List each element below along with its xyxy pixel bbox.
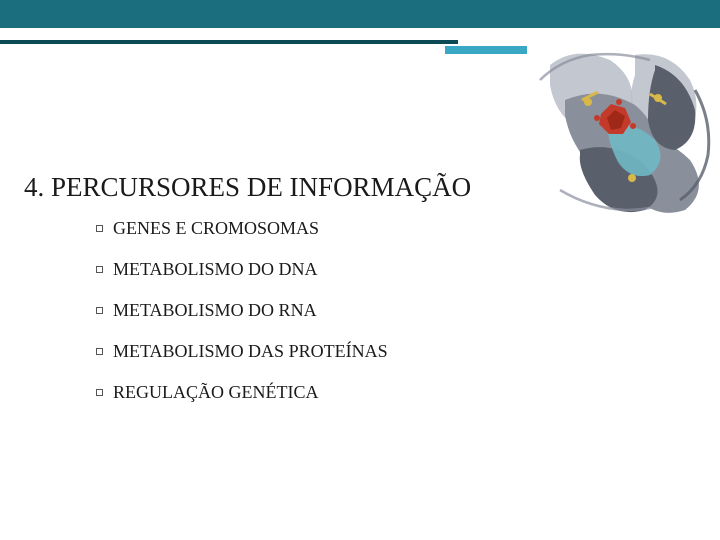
bullet-icon <box>96 266 103 273</box>
section-heading: 4. PERCURSORES DE INFORMAÇÃO <box>24 172 471 203</box>
bullet-icon <box>96 389 103 396</box>
accent-line-light <box>445 46 527 54</box>
list-item: GENES E CROMOSOMAS <box>96 218 388 239</box>
list-item: METABOLISMO DO DNA <box>96 259 388 280</box>
bullet-icon <box>96 307 103 314</box>
list-item-label: METABOLISMO DAS PROTEÍNAS <box>113 341 388 362</box>
list-item-label: METABOLISMO DO RNA <box>113 300 317 321</box>
list-item-label: METABOLISMO DO DNA <box>113 259 318 280</box>
topic-list: GENES E CROMOSOMAS METABOLISMO DO DNA ME… <box>96 218 388 423</box>
list-item-label: GENES E CROMOSOMAS <box>113 218 319 239</box>
list-item: REGULAÇÃO GENÉTICA <box>96 382 388 403</box>
accent-line-dark <box>0 40 458 44</box>
list-item: METABOLISMO DO RNA <box>96 300 388 321</box>
top-bar <box>0 0 720 28</box>
list-item-label: REGULAÇÃO GENÉTICA <box>113 382 318 403</box>
list-item: METABOLISMO DAS PROTEÍNAS <box>96 341 388 362</box>
bullet-icon <box>96 225 103 232</box>
protein-structure-image <box>520 30 720 225</box>
bullet-icon <box>96 348 103 355</box>
